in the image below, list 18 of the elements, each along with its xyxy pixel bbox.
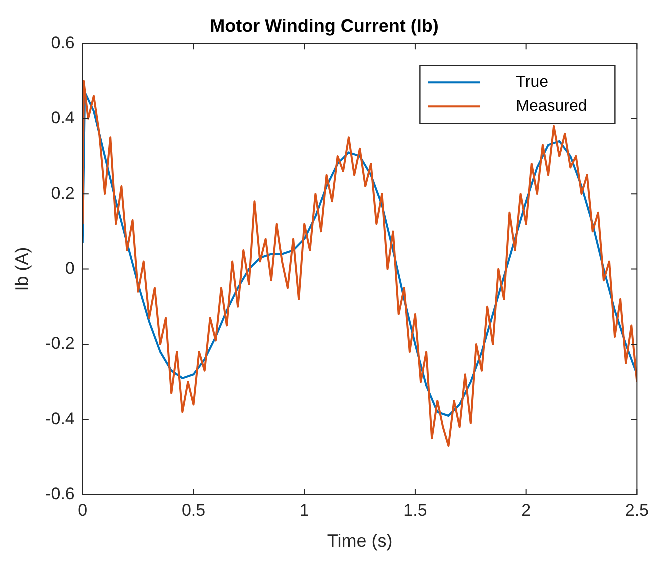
y-tick-label: -0.4 xyxy=(46,409,75,428)
x-tick-label: 1.5 xyxy=(404,500,428,520)
x-tick-label: 2.5 xyxy=(625,500,650,520)
y-tick-label: 0.6 xyxy=(51,33,75,52)
y-tick-label: 0.4 xyxy=(51,108,75,128)
x-tick-label: 2 xyxy=(522,500,532,520)
legend-label: True xyxy=(516,74,549,92)
y-tick-label: 0 xyxy=(65,258,75,278)
x-axis-title: Time (s) xyxy=(327,531,393,552)
x-tick-label: 0.5 xyxy=(182,500,206,520)
x-tick-label: 0 xyxy=(78,500,88,520)
chart-title: Motor Winding Current (Ib) xyxy=(210,16,439,36)
y-axis-title: Ib (A) xyxy=(12,247,32,292)
x-tick-label: 1 xyxy=(300,500,310,520)
y-tick-label: -0.6 xyxy=(46,484,75,504)
y-tick-label: -0.2 xyxy=(46,334,75,354)
y-tick-label: 0.2 xyxy=(51,184,75,203)
legend-label: Measured xyxy=(516,98,588,116)
